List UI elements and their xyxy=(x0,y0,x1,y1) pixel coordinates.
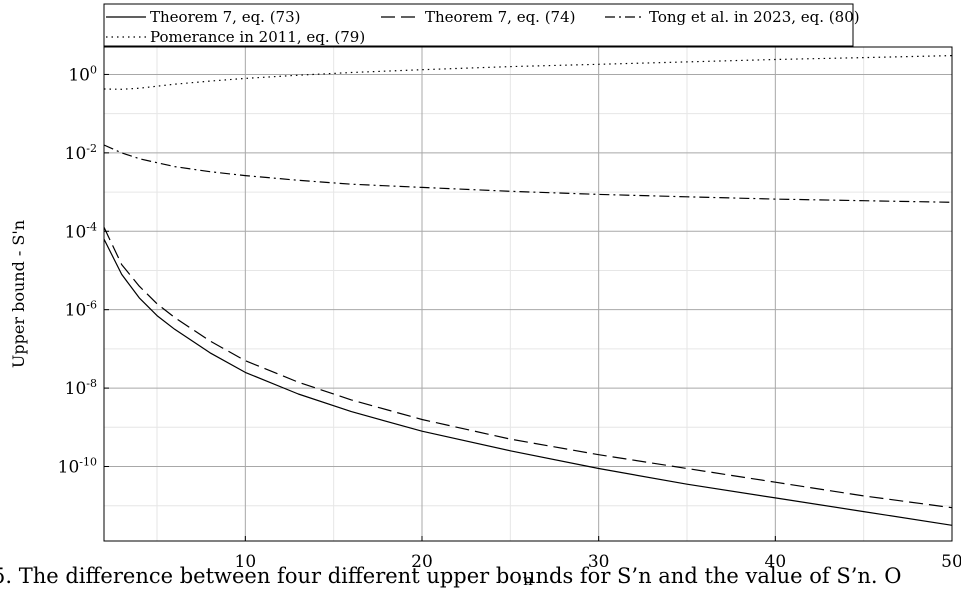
x-tick-label: 30 xyxy=(588,552,610,572)
x-tick-label: 10 xyxy=(235,552,257,572)
x-axis-label: n xyxy=(523,571,533,589)
figure-caption: 5. The difference between four different… xyxy=(0,564,902,588)
y-tick-label: 10-4 xyxy=(65,220,97,242)
x-tick-label: 50 xyxy=(941,552,961,572)
x-tick-label: 40 xyxy=(765,552,787,572)
series-line-4 xyxy=(103,55,953,90)
axes-frame xyxy=(103,46,953,542)
legend-label-1: Theorem 7, eq. (73) xyxy=(150,8,301,26)
y-tick-label: 10-6 xyxy=(65,299,97,321)
series-line-2 xyxy=(103,227,953,509)
legend-box xyxy=(103,3,854,47)
legend-label-3: Tong et al. in 2023, eq. (80) xyxy=(649,8,860,26)
y-tick-label: 10-10 xyxy=(58,456,97,478)
x-tick-label: 20 xyxy=(411,552,433,572)
y-tick-label: 100 xyxy=(68,63,97,85)
y-axis-label: Upper bound - S'n xyxy=(9,220,28,368)
y-tick-label: 10-2 xyxy=(65,142,97,164)
legend-label-4: Pomerance in 2011, eq. (79) xyxy=(150,28,365,46)
series-line-3 xyxy=(103,144,953,203)
series-line-1 xyxy=(103,238,953,526)
legend: Theorem 7, eq. (73) Theorem 7, eq. (74) To… xyxy=(103,3,860,47)
y-tick-label: 10-8 xyxy=(65,377,97,399)
legend-label-2: Theorem 7, eq. (74) xyxy=(425,8,576,26)
